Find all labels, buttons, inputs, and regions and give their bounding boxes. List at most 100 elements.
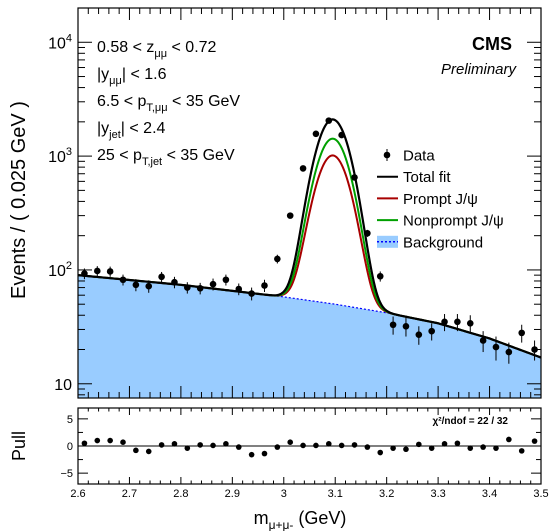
pull-point <box>377 449 384 456</box>
legend-entry: Background <box>377 234 483 251</box>
mass-fit-panel: 10 102 103 104 <box>48 7 542 399</box>
selection-cut: 0.58 < zμμ < 0.72 <box>97 39 217 60</box>
data-point <box>222 276 230 284</box>
pull-y-tick-label: 0 <box>67 441 73 453</box>
pull-point <box>223 441 229 447</box>
data-point <box>274 255 281 263</box>
legend: Data Total fit Prompt J/ψ Nonprompt J/ψ Back… <box>377 148 504 251</box>
x-axis-label: mμ+μ- (GeV) <box>254 508 347 531</box>
data-point <box>209 280 217 288</box>
legend-label: Data <box>403 148 435 165</box>
pull-point <box>235 444 242 450</box>
pull-axis-ticks <box>77 408 542 484</box>
data-point <box>93 267 101 275</box>
pull-y-tick-labels: 5 0 −5 <box>60 414 73 480</box>
selection-cut: |yjet| < 2.4 <box>97 120 166 141</box>
main-axis-ticks <box>77 7 542 398</box>
pull-point <box>158 442 165 448</box>
pull-y-tick-label: −5 <box>60 468 73 480</box>
pull-points-layer <box>81 436 538 458</box>
data-point <box>171 278 178 286</box>
y-tick-label: 102 <box>48 260 72 280</box>
pull-point <box>441 441 448 447</box>
y-tick-label: 10 <box>54 377 72 394</box>
pull-point <box>338 442 345 449</box>
data-point <box>158 273 165 281</box>
legend-fill-swatch <box>377 235 398 248</box>
data-point <box>81 270 88 277</box>
data-point <box>492 343 500 351</box>
pull-point <box>81 440 88 447</box>
data-point <box>415 331 423 338</box>
pull-panel: 5 0 −5 2.6 2.7 2.8 2.9 3 3.1 3.2 3.3 3.4 3.5 <box>60 407 549 500</box>
data-point <box>248 290 255 297</box>
x-tick-label: 3 <box>281 488 287 500</box>
data-point <box>364 229 371 237</box>
x-tick-label: 3.1 <box>328 488 343 500</box>
data-point <box>479 337 487 344</box>
pull-point <box>428 445 435 451</box>
data-point <box>119 276 127 284</box>
pull-point <box>506 436 512 443</box>
x-tick-label: 2.6 <box>70 488 85 500</box>
data-point <box>441 318 448 326</box>
data-point <box>286 212 294 219</box>
data-point <box>376 272 384 280</box>
x-tick-label: 2.7 <box>122 488 137 500</box>
legend-entry: Total fit <box>377 169 451 186</box>
pull-point <box>480 444 486 450</box>
pull-point <box>364 444 371 450</box>
pull-point <box>518 448 525 454</box>
pull-point <box>416 441 422 448</box>
pull-point <box>94 437 101 444</box>
data-point <box>351 174 358 181</box>
chi2-label: χ²/ndof = 22 / 32 <box>433 416 509 427</box>
data-point <box>466 319 474 327</box>
x-tick-label: 3.4 <box>482 488 497 500</box>
x-tick-labels: 2.6 2.7 2.8 2.9 3 3.1 3.2 3.3 3.4 3.5 <box>70 488 548 500</box>
selection-cut: 6.5 < pT,μμ < 35 GeV <box>97 93 240 114</box>
legend-marker <box>383 151 391 159</box>
data-point <box>518 329 526 337</box>
main-plot-frame <box>77 7 542 399</box>
x-tick-label: 3.2 <box>379 488 394 500</box>
pull-point <box>287 439 294 446</box>
pull-point <box>171 441 178 447</box>
selection-cut: 25 < pT,jet < 35 GeV <box>97 147 235 168</box>
legend-label: Background <box>403 234 483 251</box>
pull-point <box>184 445 191 451</box>
cms-subtitle: Preliminary <box>441 61 518 78</box>
pull-point <box>467 445 474 451</box>
legend-label: Nonprompt J/ψ <box>403 213 504 230</box>
data-point <box>132 281 140 289</box>
pull-y-tick-label: 5 <box>67 414 73 426</box>
pull-point <box>454 440 461 447</box>
legend-label: Total fit <box>403 169 451 186</box>
data-points-layer <box>81 117 538 364</box>
background-area <box>78 275 541 398</box>
pull-point <box>313 442 319 449</box>
pull-y-axis-label: Pull <box>9 431 29 461</box>
data-point <box>184 284 191 291</box>
data-point <box>261 282 268 289</box>
x-tick-label: 2.9 <box>225 488 240 500</box>
y-tick-label: 103 <box>48 146 72 166</box>
pull-point <box>261 450 268 457</box>
pull-point <box>107 437 113 444</box>
data-point <box>312 130 320 138</box>
main-y-tick-labels: 10 102 103 104 <box>48 32 72 394</box>
selection-cuts: 0.58 < zμμ < 0.72 |yμμ| < 1.6 6.5 < pT,μμ … <box>97 39 240 168</box>
total-fit-curve <box>77 118 542 359</box>
y-tick-label: 104 <box>48 32 72 52</box>
legend-entry: Data <box>383 148 435 165</box>
pull-point <box>531 438 538 444</box>
pull-point <box>493 445 499 451</box>
pull-point <box>210 442 216 449</box>
pull-point <box>403 446 409 453</box>
data-point <box>325 117 333 124</box>
data-point <box>428 327 435 335</box>
cms-title: CMS <box>472 34 512 54</box>
pull-point <box>133 447 139 454</box>
pull-point <box>300 442 306 449</box>
